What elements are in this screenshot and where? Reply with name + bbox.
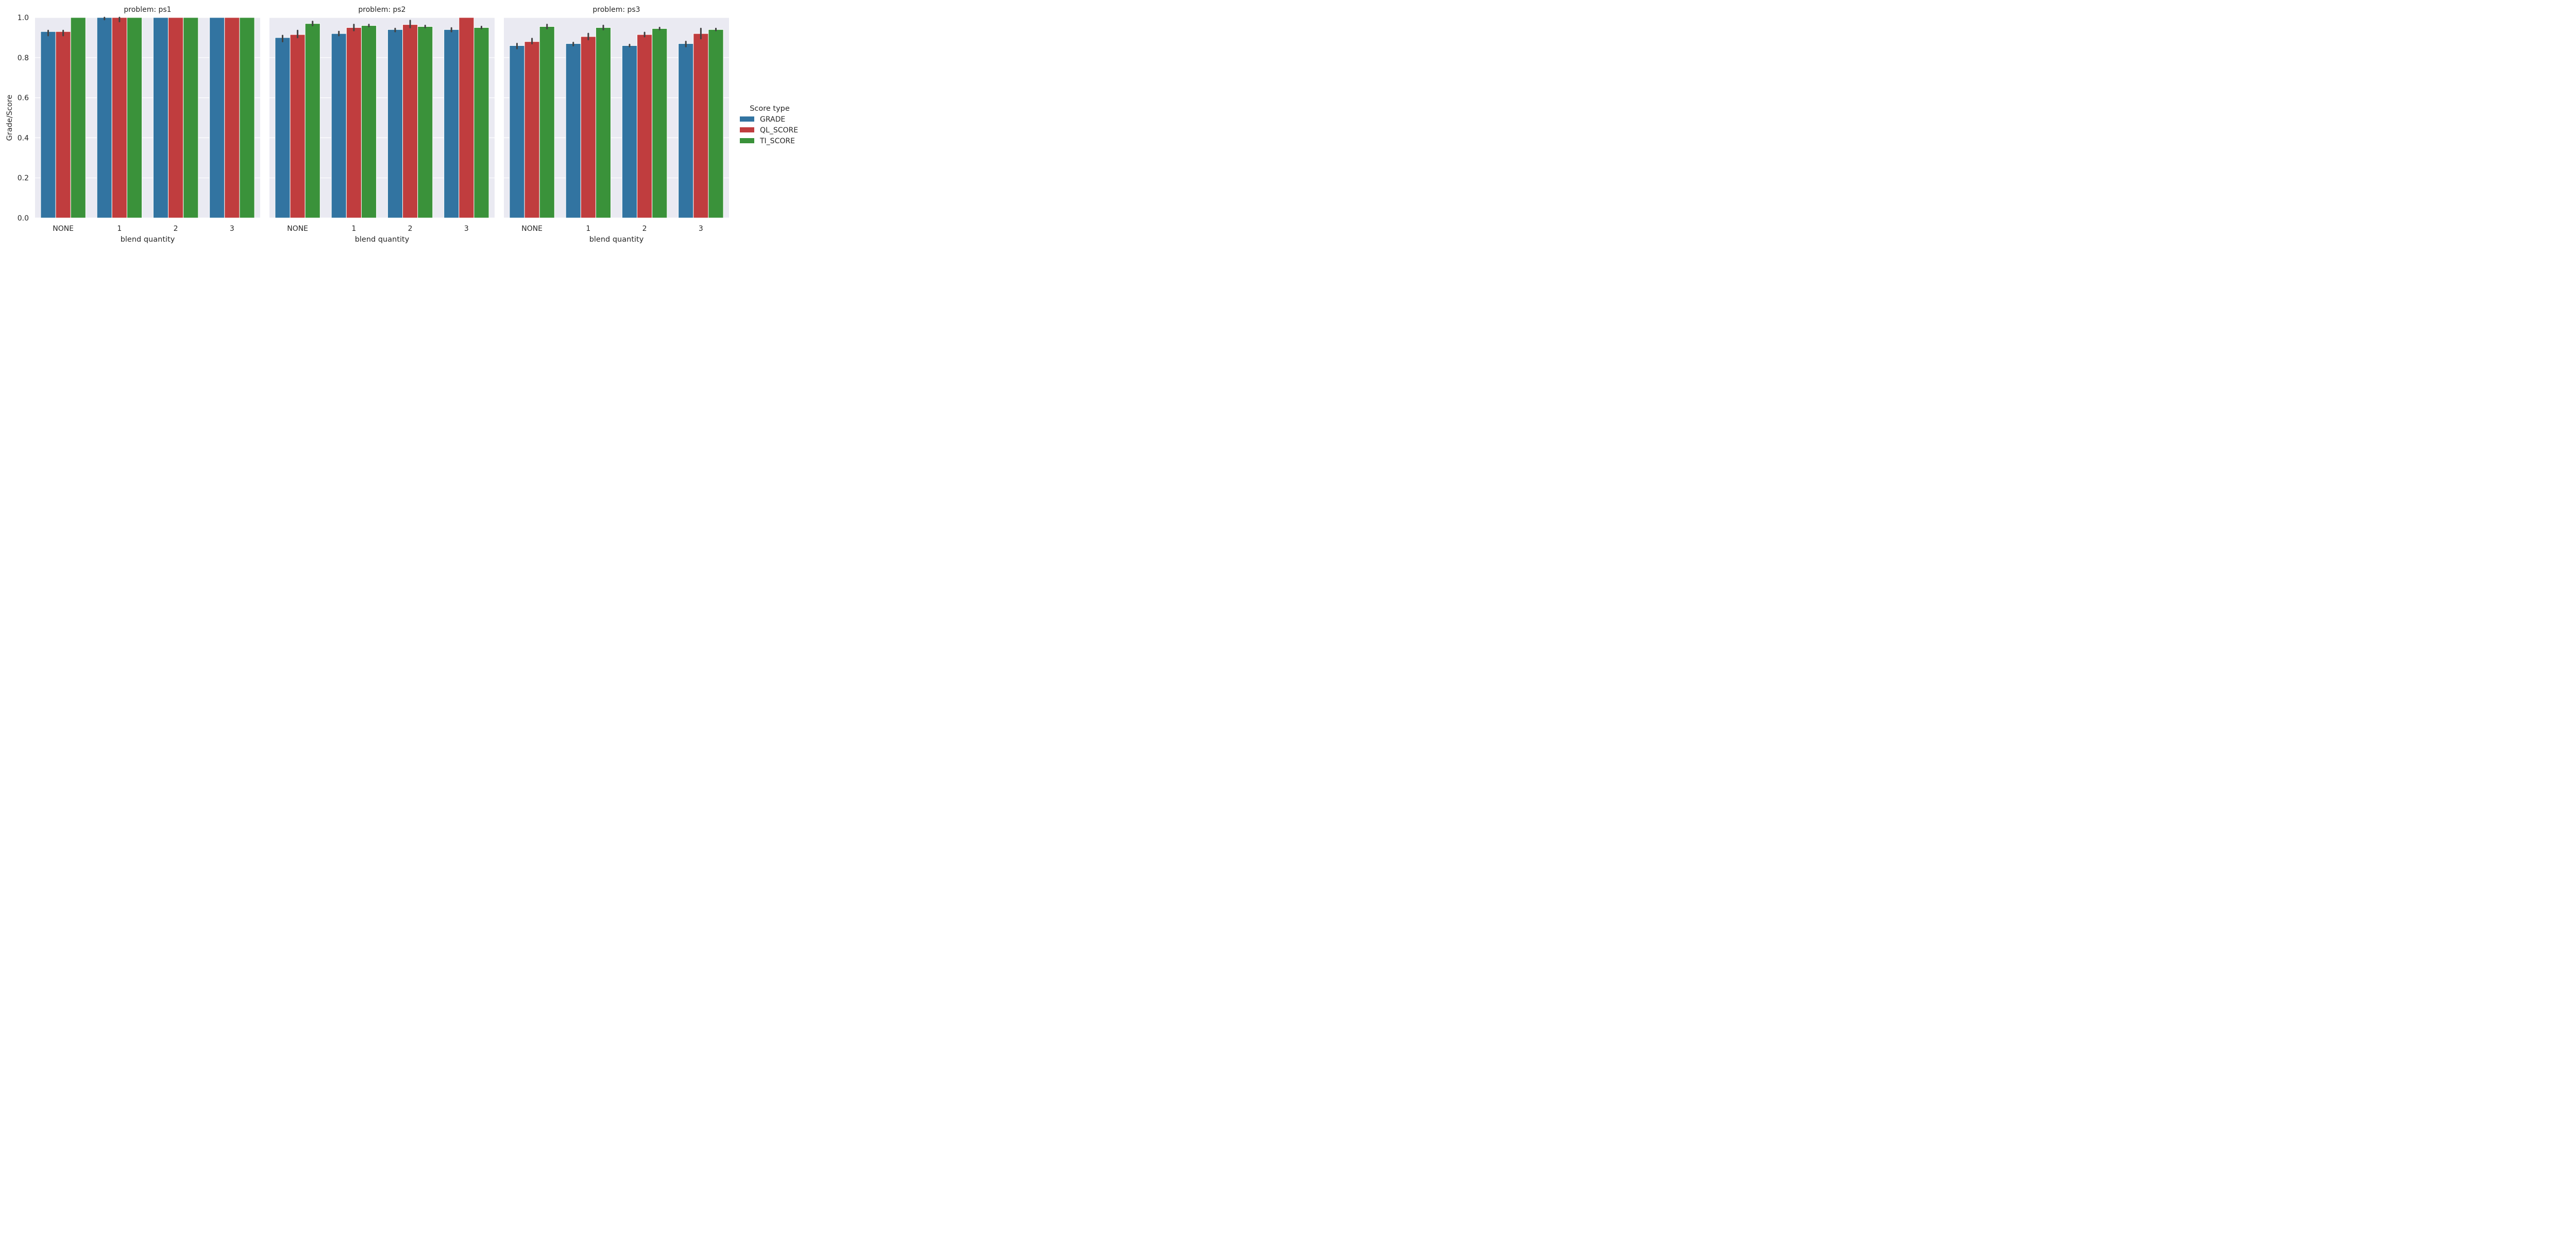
bar-ti-score — [539, 26, 555, 218]
bar-grade — [331, 33, 347, 218]
bar-ti-score — [595, 27, 612, 218]
x-tick-label: 1 — [117, 225, 122, 233]
x-tick-label: 2 — [174, 225, 178, 233]
bar-ti-score — [361, 25, 377, 218]
x-tick-label: 1 — [586, 225, 590, 233]
bar-ti-score — [183, 17, 199, 218]
bar-ti-score — [652, 28, 668, 218]
y-tick-label: 0.6 — [18, 94, 29, 103]
bar-ti-score — [70, 17, 86, 218]
x-tick-label: NONE — [287, 225, 308, 233]
bar-ql-score — [524, 41, 540, 218]
bar-ql-score — [346, 27, 362, 218]
panel-title: problem: ps1 — [124, 6, 171, 14]
bar-ql-score — [459, 17, 474, 218]
x-tick-label: 2 — [408, 225, 413, 233]
x-tick-label: 2 — [642, 225, 647, 233]
x-tick-label: 3 — [699, 225, 703, 233]
bar-ql-score — [290, 34, 306, 218]
bar-ti-score — [708, 29, 724, 218]
x-tick-label: 1 — [351, 225, 356, 233]
bar-ti-score — [473, 27, 489, 218]
bar-ti-score — [239, 17, 255, 218]
legend-label: QL_SCORE — [760, 126, 798, 134]
bar-grade — [275, 37, 291, 218]
x-axis-label: blend quantity — [121, 235, 175, 244]
x-axis-label: blend quantity — [355, 235, 410, 244]
bar-grade — [621, 45, 638, 218]
bar-ti-score — [417, 26, 433, 218]
faceted-bar-chart: problem: ps1 NONE 1 2 3 blend quantity problem… — [6, 6, 798, 244]
legend-label: GRADE — [760, 115, 785, 124]
y-axis-label: Grade/Score — [6, 95, 14, 141]
legend-swatch-ql-score — [740, 127, 754, 132]
panel-title: problem: ps3 — [592, 6, 640, 14]
bar-ql-score — [580, 36, 596, 218]
bar-grade — [509, 45, 525, 218]
bar-ql-score — [693, 33, 709, 218]
bar-grade — [678, 43, 694, 218]
x-tick-label: NONE — [53, 225, 74, 233]
bar-grade — [209, 17, 225, 218]
bar-grade — [444, 29, 460, 218]
x-tick-label: NONE — [521, 225, 543, 233]
bar-ql-score — [637, 34, 653, 218]
bar-ti-score — [304, 23, 320, 218]
bar-ql-score — [402, 24, 418, 218]
y-tick-label: 1.0 — [18, 14, 29, 22]
bar-ti-score — [126, 17, 143, 218]
legend-label: TI_SCORE — [759, 137, 795, 145]
legend-title: Score type — [750, 105, 790, 113]
bar-grade — [96, 17, 112, 218]
bar-grade — [565, 43, 581, 218]
bar-grade — [152, 17, 169, 218]
y-tick-label: 0.2 — [18, 174, 29, 182]
bar-grade — [40, 31, 56, 218]
y-tick-label: 0.0 — [18, 214, 29, 223]
legend-swatch-ti-score — [740, 138, 754, 143]
legend-swatch-grade — [740, 116, 754, 122]
bar-ql-score — [55, 31, 71, 218]
bar-ql-score — [111, 17, 127, 218]
y-tick-label: 0.8 — [18, 54, 29, 62]
bar-ql-score — [224, 17, 240, 218]
bar-grade — [387, 29, 403, 218]
x-tick-label: 3 — [230, 225, 234, 233]
panel-title: problem: ps2 — [358, 6, 405, 14]
bar-ql-score — [168, 17, 184, 218]
x-axis-label: blend quantity — [589, 235, 644, 244]
y-tick-label: 0.4 — [18, 134, 29, 142]
x-tick-label: 3 — [464, 225, 469, 233]
